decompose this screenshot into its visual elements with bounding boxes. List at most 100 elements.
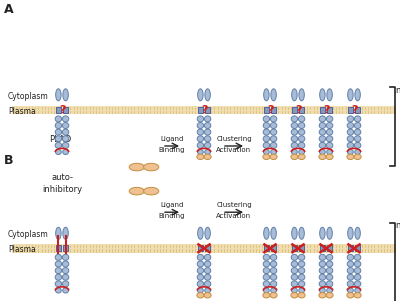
- Text: n: n: [395, 86, 400, 95]
- Text: Cytoplasm: Cytoplasm: [8, 92, 49, 101]
- Ellipse shape: [55, 281, 62, 287]
- Text: PLAD: PLAD: [49, 135, 71, 144]
- Ellipse shape: [270, 142, 277, 148]
- Ellipse shape: [291, 261, 298, 267]
- Ellipse shape: [263, 281, 270, 287]
- Text: ?: ?: [323, 105, 329, 115]
- Ellipse shape: [291, 154, 298, 160]
- Ellipse shape: [270, 116, 277, 122]
- FancyBboxPatch shape: [12, 244, 396, 253]
- Ellipse shape: [348, 149, 353, 155]
- Ellipse shape: [205, 288, 210, 293]
- Ellipse shape: [129, 187, 144, 195]
- Ellipse shape: [347, 281, 354, 287]
- Text: ?: ?: [351, 105, 357, 115]
- Ellipse shape: [198, 89, 203, 101]
- Bar: [292, 245, 297, 251]
- Text: ?: ?: [267, 105, 273, 115]
- Ellipse shape: [319, 154, 326, 160]
- Ellipse shape: [271, 149, 276, 155]
- Ellipse shape: [327, 227, 332, 239]
- Ellipse shape: [63, 89, 68, 101]
- Ellipse shape: [270, 268, 277, 274]
- Ellipse shape: [63, 149, 68, 155]
- Bar: [327, 107, 332, 113]
- Bar: [56, 245, 61, 251]
- Ellipse shape: [319, 116, 326, 122]
- Ellipse shape: [197, 293, 204, 298]
- Ellipse shape: [62, 129, 69, 135]
- Ellipse shape: [354, 254, 361, 260]
- Ellipse shape: [326, 129, 333, 135]
- Ellipse shape: [270, 274, 277, 280]
- Ellipse shape: [197, 123, 204, 129]
- Ellipse shape: [197, 274, 204, 280]
- FancyBboxPatch shape: [12, 106, 396, 114]
- Ellipse shape: [292, 89, 297, 101]
- Ellipse shape: [298, 129, 305, 135]
- Text: Ligand: Ligand: [160, 136, 184, 142]
- Ellipse shape: [204, 154, 211, 160]
- Ellipse shape: [319, 281, 326, 287]
- Ellipse shape: [354, 129, 361, 135]
- Text: Clustering: Clustering: [216, 136, 252, 142]
- Ellipse shape: [298, 254, 305, 260]
- Ellipse shape: [197, 261, 204, 267]
- Ellipse shape: [197, 268, 204, 274]
- Ellipse shape: [298, 281, 305, 287]
- Ellipse shape: [354, 293, 361, 298]
- Ellipse shape: [205, 227, 210, 239]
- Bar: [271, 245, 276, 251]
- Ellipse shape: [55, 261, 62, 267]
- Ellipse shape: [270, 261, 277, 267]
- Ellipse shape: [326, 136, 333, 142]
- Text: ?: ?: [295, 105, 301, 115]
- Ellipse shape: [56, 288, 61, 293]
- Ellipse shape: [354, 281, 361, 287]
- Ellipse shape: [291, 129, 298, 135]
- Ellipse shape: [263, 261, 270, 267]
- Ellipse shape: [298, 136, 305, 142]
- Ellipse shape: [55, 123, 62, 129]
- Ellipse shape: [63, 227, 68, 239]
- Ellipse shape: [271, 89, 276, 101]
- Ellipse shape: [55, 254, 62, 260]
- Text: inhibitory: inhibitory: [42, 185, 82, 194]
- Ellipse shape: [62, 268, 69, 274]
- Bar: [63, 245, 68, 251]
- Ellipse shape: [271, 288, 276, 293]
- Ellipse shape: [263, 154, 270, 160]
- Ellipse shape: [270, 293, 277, 298]
- Ellipse shape: [55, 129, 62, 135]
- Ellipse shape: [326, 261, 333, 267]
- Text: Binding: Binding: [159, 147, 185, 153]
- Ellipse shape: [62, 116, 69, 122]
- Ellipse shape: [320, 149, 325, 155]
- Ellipse shape: [354, 154, 361, 160]
- Text: Cytoplasm: Cytoplasm: [8, 230, 49, 239]
- Ellipse shape: [327, 89, 332, 101]
- Ellipse shape: [205, 149, 210, 155]
- Ellipse shape: [347, 123, 354, 129]
- Ellipse shape: [55, 136, 62, 142]
- Ellipse shape: [291, 142, 298, 148]
- Ellipse shape: [355, 89, 360, 101]
- Ellipse shape: [326, 142, 333, 148]
- Ellipse shape: [326, 116, 333, 122]
- Ellipse shape: [298, 261, 305, 267]
- Ellipse shape: [263, 116, 270, 122]
- Ellipse shape: [299, 149, 304, 155]
- Text: Plasma: Plasma: [8, 107, 36, 116]
- Bar: [205, 107, 210, 113]
- Ellipse shape: [320, 288, 325, 293]
- Ellipse shape: [347, 293, 354, 298]
- Ellipse shape: [263, 136, 270, 142]
- Ellipse shape: [55, 116, 62, 122]
- Ellipse shape: [204, 261, 211, 267]
- Ellipse shape: [347, 274, 354, 280]
- Ellipse shape: [319, 261, 326, 267]
- Ellipse shape: [198, 227, 203, 239]
- Ellipse shape: [354, 268, 361, 274]
- Ellipse shape: [299, 89, 304, 101]
- Ellipse shape: [319, 274, 326, 280]
